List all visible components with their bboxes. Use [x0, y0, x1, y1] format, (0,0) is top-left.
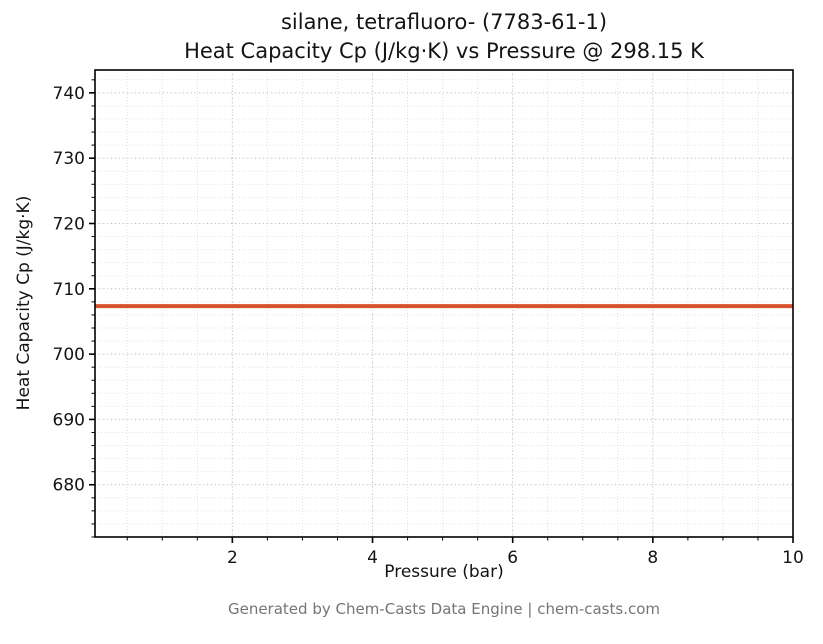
y-tick-label: 740 — [53, 84, 85, 104]
y-tick-label: 700 — [53, 345, 85, 365]
x-axis-label: Pressure (bar) — [384, 562, 504, 582]
y-tick-label: 730 — [53, 149, 85, 169]
x-tick-label: 4 — [367, 548, 378, 568]
axes-border — [94, 69, 794, 538]
x-tick-label: 8 — [647, 548, 658, 568]
footer-caption: Generated by Chem-Casts Data Engine | ch… — [227, 600, 661, 618]
x-tick-label: 2 — [227, 548, 238, 568]
chart-title: silane, tetrafluoro- (7783-61-1) Heat Ca… — [95, 8, 793, 66]
x-tick-label: 10 — [782, 548, 804, 568]
chart-title-line1: silane, tetrafluoro- (7783-61-1) — [280, 10, 608, 34]
y-tick-label: 690 — [53, 410, 85, 430]
y-tick-label: 710 — [53, 280, 85, 300]
x-tick-label: 6 — [507, 548, 518, 568]
y-tick-label: 720 — [53, 214, 85, 234]
chart-title-line2: Heat Capacity Cp (J/kg·K) vs Pressure @ … — [184, 38, 704, 63]
y-tick-label: 680 — [53, 476, 85, 496]
y-axis-label: Heat Capacity Cp (J/kg·K) — [14, 195, 34, 411]
